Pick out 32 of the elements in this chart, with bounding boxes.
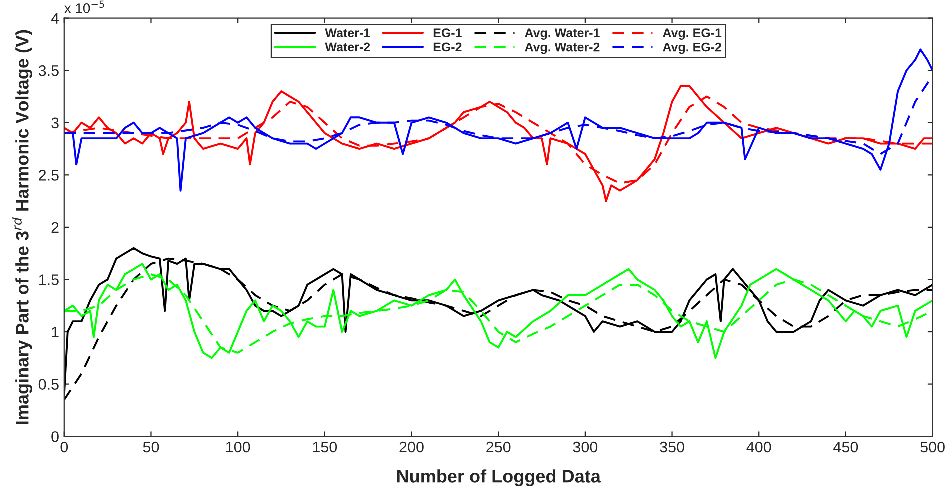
x-tick-label: 100 <box>226 442 250 453</box>
x-axis-title: Number of Logged Data <box>397 470 602 486</box>
legend-label: Avg. Water-2 <box>525 42 600 54</box>
x-tick-label: 350 <box>660 442 684 453</box>
x-tick-label: 500 <box>920 442 945 453</box>
x-tick-label: 200 <box>400 442 424 453</box>
y-axis-title: Imaginary Part of the 3$^{rd}$ Harmonic Voltage (V) <box>12 30 32 424</box>
legend-label: Avg. EG-2 <box>663 42 722 54</box>
text: x 10$^{−5}$ <box>64 0 104 14</box>
y-tick-label: 2 <box>52 222 59 233</box>
y-tick-label: 1 <box>52 327 59 338</box>
legend-label: EG-1 <box>434 28 462 38</box>
y-tick-label: 3 <box>52 118 59 129</box>
y-tick-label: 0 <box>52 431 59 442</box>
x-tick-label: 250 <box>486 442 511 453</box>
legend-label: EG-2 <box>434 42 462 52</box>
legend-label: Avg. EG-1 <box>663 28 722 40</box>
x-tick-label: 300 <box>573 442 598 453</box>
x-tick-label: 450 <box>834 442 858 453</box>
x-tick-label: 400 <box>746 442 772 453</box>
y-tick-label: 4 <box>51 13 60 24</box>
x-tick-label: 0 <box>60 442 68 453</box>
legend-label: Water-1 <box>325 28 370 38</box>
legend-label: Water-2 <box>325 42 370 52</box>
y-tick-label: 0.5 <box>38 379 59 390</box>
y-tick-label: 2.5 <box>39 170 59 181</box>
line-series <box>64 85 933 202</box>
x-tick-label: 50 <box>143 442 160 453</box>
x-tick-label: 150 <box>313 442 338 453</box>
legend-label: Avg. Water-1 <box>525 28 600 40</box>
y-tick-label: 3.5 <box>38 65 59 76</box>
y-tick-label: 1.5 <box>39 274 59 286</box>
